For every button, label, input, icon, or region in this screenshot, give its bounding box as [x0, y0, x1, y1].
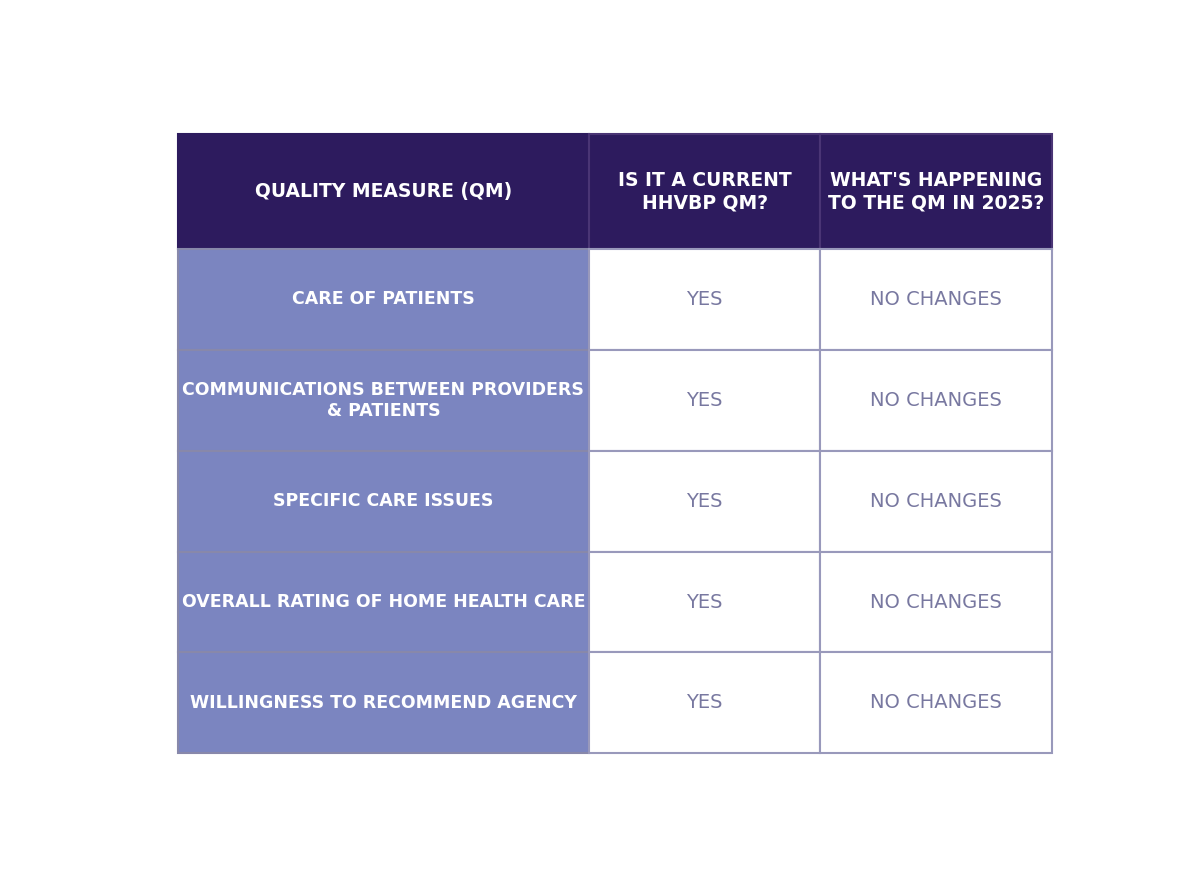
Bar [178, 249, 589, 350]
Bar [178, 653, 589, 753]
Bar [589, 552, 821, 653]
Text: NO CHANGES: NO CHANGES [870, 593, 1002, 612]
Text: YES: YES [686, 290, 722, 308]
Text: CARE OF PATIENTS: CARE OF PATIENTS [292, 290, 475, 308]
Text: SPECIFIC CARE ISSUES: SPECIFIC CARE ISSUES [274, 492, 493, 510]
Text: NO CHANGES: NO CHANGES [870, 290, 1002, 308]
Text: NO CHANGES: NO CHANGES [870, 693, 1002, 713]
Text: IS IT A CURRENT
HHVBP QM?: IS IT A CURRENT HHVBP QM? [618, 171, 792, 212]
Bar [178, 135, 589, 249]
Bar [821, 451, 1052, 552]
Bar [589, 451, 821, 552]
Bar [821, 249, 1052, 350]
Text: WILLINGNESS TO RECOMMEND AGENCY: WILLINGNESS TO RECOMMEND AGENCY [190, 693, 577, 712]
Text: YES: YES [686, 593, 722, 612]
Text: NO CHANGES: NO CHANGES [870, 492, 1002, 511]
Bar [821, 653, 1052, 753]
Text: OVERALL RATING OF HOME HEALTH CARE: OVERALL RATING OF HOME HEALTH CARE [181, 593, 586, 611]
Bar [589, 249, 821, 350]
Bar [821, 135, 1052, 249]
Bar [589, 135, 821, 249]
Bar [589, 350, 821, 451]
Text: YES: YES [686, 693, 722, 713]
Text: WHAT'S HAPPENING
TO THE QM IN 2025?: WHAT'S HAPPENING TO THE QM IN 2025? [828, 171, 1044, 212]
Text: YES: YES [686, 492, 722, 511]
Bar [178, 350, 589, 451]
Bar [589, 653, 821, 753]
Bar [821, 350, 1052, 451]
Text: NO CHANGES: NO CHANGES [870, 391, 1002, 409]
Text: QUALITY MEASURE (QM): QUALITY MEASURE (QM) [254, 182, 512, 201]
Bar [178, 552, 589, 653]
Bar [821, 552, 1052, 653]
Text: COMMUNICATIONS BETWEEN PROVIDERS
& PATIENTS: COMMUNICATIONS BETWEEN PROVIDERS & PATIE… [182, 381, 584, 420]
Bar [178, 451, 589, 552]
Text: YES: YES [686, 391, 722, 409]
